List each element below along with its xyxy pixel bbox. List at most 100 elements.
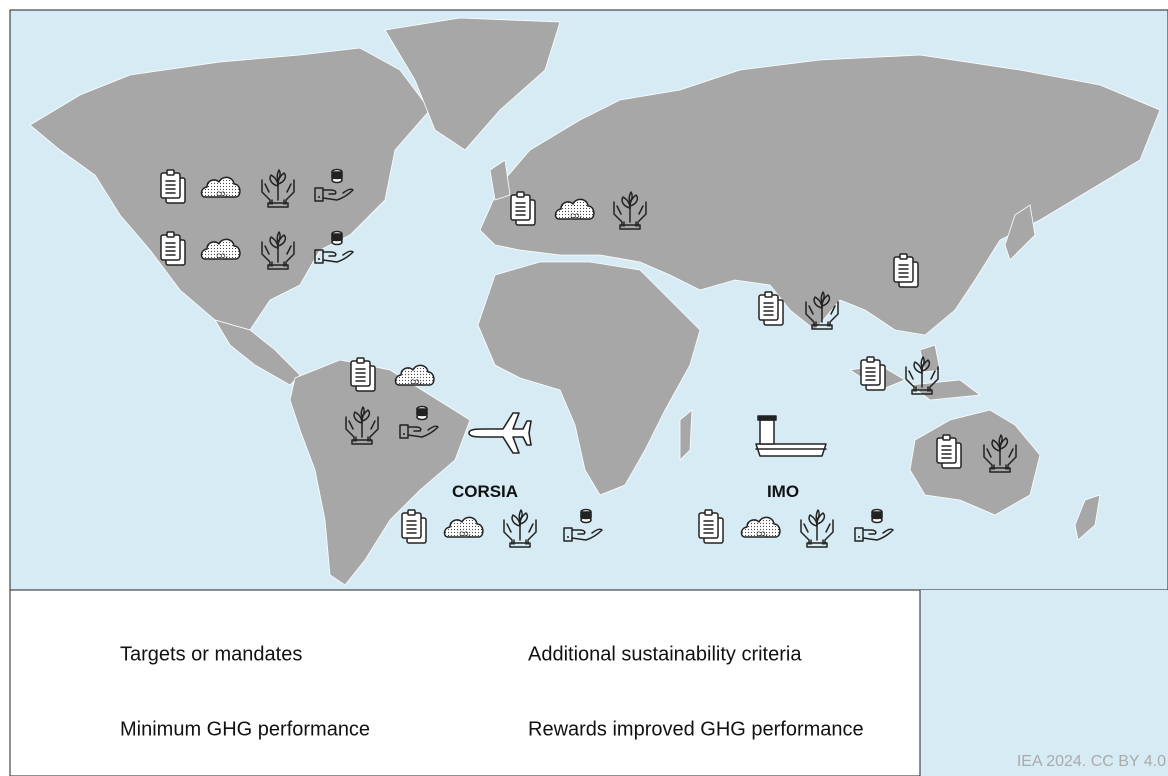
hand [407,425,439,438]
greenland [384,17,561,151]
targets-icon [860,356,886,391]
clip [942,434,951,441]
targets-icon [936,434,962,469]
new-zealand [1074,494,1101,541]
leaf [353,406,371,424]
japan [1004,204,1036,261]
bridge [759,419,775,445]
rewards-icon [399,405,439,439]
rewards-icon [314,168,354,202]
legend-text: Additional sustainability criteria [528,643,802,665]
targets-icon [758,291,784,326]
legend-text: Targets or mandates [120,643,302,665]
cloud [394,364,435,386]
plant-icon [613,191,647,230]
coin-stack [331,233,343,241]
leaf [621,191,639,209]
leaf [269,169,287,187]
cloud-icon: CO₂ [200,176,241,198]
cuff-dot [858,536,860,538]
clip [866,356,875,363]
plane [468,412,532,454]
rewards-icon [314,230,354,264]
targets-icon [510,191,536,226]
wrist [267,202,289,208]
cuff-dot [318,196,320,198]
wrist [811,324,833,330]
hand [571,528,603,541]
hand [322,250,354,263]
cuff-dot [318,258,320,260]
leaf [808,509,826,527]
hand [322,188,354,201]
coin-stack [871,511,883,519]
cloud [200,176,241,198]
co2-text: CO₂ [756,532,768,538]
co2-text: CO₂ [570,214,582,220]
wrist [806,542,828,548]
hand [862,528,894,541]
plant-icon [983,434,1017,473]
legend-text: Rewards improved GHG performance [528,718,864,740]
ship-icon [755,415,827,457]
plant-icon [805,291,839,330]
targets-icon [160,169,186,204]
cuff [314,187,324,202]
madagascar [679,409,693,461]
coin-stack [331,171,343,179]
clip [407,509,416,516]
wrist [267,264,289,270]
targets-icon [893,253,919,288]
leaf [269,231,287,249]
co2-text: CO₂ [459,532,471,538]
cloud-icon: CO₂ [443,516,484,538]
cloud [554,198,595,220]
legend-box [9,589,921,776]
plant-icon [261,231,295,270]
cloud-icon: CO₂ [200,238,241,260]
uk [489,159,511,201]
cuff-dot [403,433,405,435]
cloud [740,516,781,538]
leaf [511,509,529,527]
wrist [351,439,373,445]
wrist [911,389,933,395]
cuff [314,249,324,264]
cloud [200,238,241,260]
cloud [443,516,484,538]
targets-icon [160,231,186,266]
cuff [399,424,409,439]
clip [356,357,365,364]
plant-icon [503,509,537,548]
targets-icon [350,357,376,392]
cloud-icon: CO₂ [554,198,595,220]
co2-text: CO₂ [216,254,228,260]
plant-icon [905,356,939,395]
clip [764,291,773,298]
co2-text: CO₂ [410,380,422,386]
clip [899,253,908,260]
leaf [991,434,1009,452]
corsia-label: CORSIA [452,482,518,501]
hull [755,443,827,457]
leaf [913,356,931,374]
clip [166,231,175,238]
clip [704,509,713,516]
bridge-top [757,415,777,421]
coin-stack [580,511,592,519]
cloud-icon: CO₂ [394,364,435,386]
rewards-icon [563,508,603,542]
wrist [509,542,531,548]
rewards-icon [854,508,894,542]
leaf [813,291,831,309]
legend-text: Minimum GHG performance [120,718,370,740]
plane-icon [468,412,532,454]
clip [516,191,525,198]
clip [166,169,175,176]
targets-icon [698,509,724,544]
plant-icon [345,406,379,445]
credit: IEA 2024. CC BY 4.0 [1017,753,1166,770]
cloud-icon: CO₂ [740,516,781,538]
wrist [619,224,641,230]
